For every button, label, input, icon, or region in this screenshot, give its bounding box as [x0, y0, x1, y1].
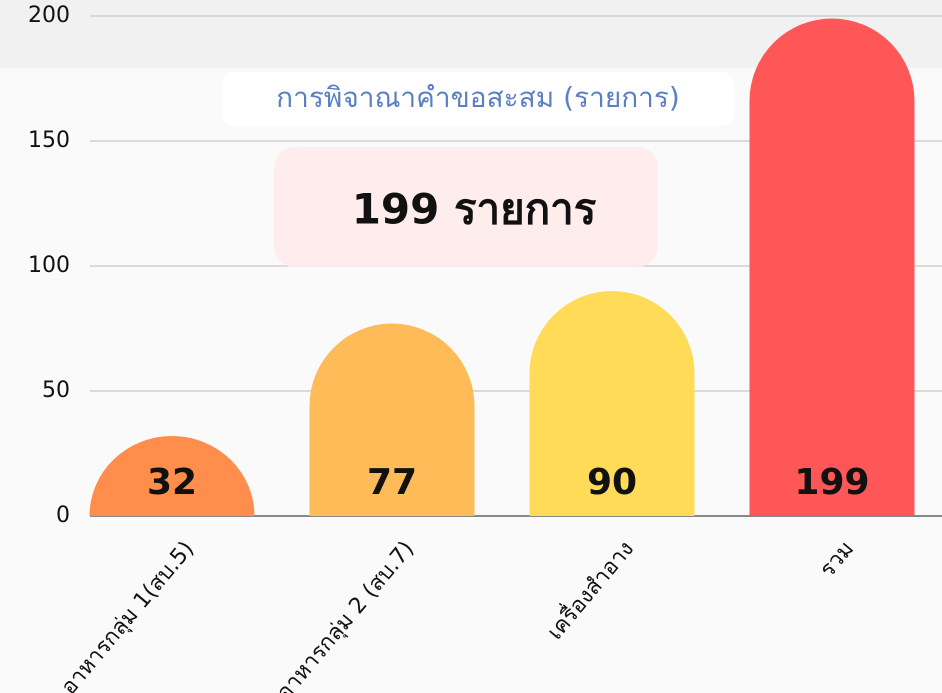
chart-title: การพิจาณาคำขอสะสม (รายการ) — [276, 81, 680, 114]
x-tick-label: อาหารกลุ่ม 2 (สบ.7) — [272, 537, 419, 693]
y-tick-label: 0 — [56, 503, 70, 528]
bar — [309, 323, 475, 516]
bar — [529, 291, 695, 516]
data-label: 32 — [147, 462, 197, 503]
bar — [89, 436, 255, 517]
title-box — [222, 72, 734, 126]
y-tick-label: 100 — [28, 253, 70, 278]
data-label: 90 — [587, 462, 637, 503]
y-tick-label: 50 — [42, 378, 70, 403]
x-tick-label: เครื่องสำอาง — [540, 534, 639, 645]
y-tick-label: 200 — [28, 3, 70, 28]
x-tick-label: อาหารกลุ่ม 1(สบ.5) — [57, 537, 200, 693]
data-label: 77 — [367, 462, 417, 503]
y-tick-label: 150 — [28, 128, 70, 153]
data-label: 199 — [794, 462, 869, 503]
annotation-box — [274, 147, 658, 267]
bar — [749, 18, 915, 516]
x-tick-label: รวม — [815, 537, 859, 583]
annotation: 199 รายการ — [352, 185, 597, 234]
